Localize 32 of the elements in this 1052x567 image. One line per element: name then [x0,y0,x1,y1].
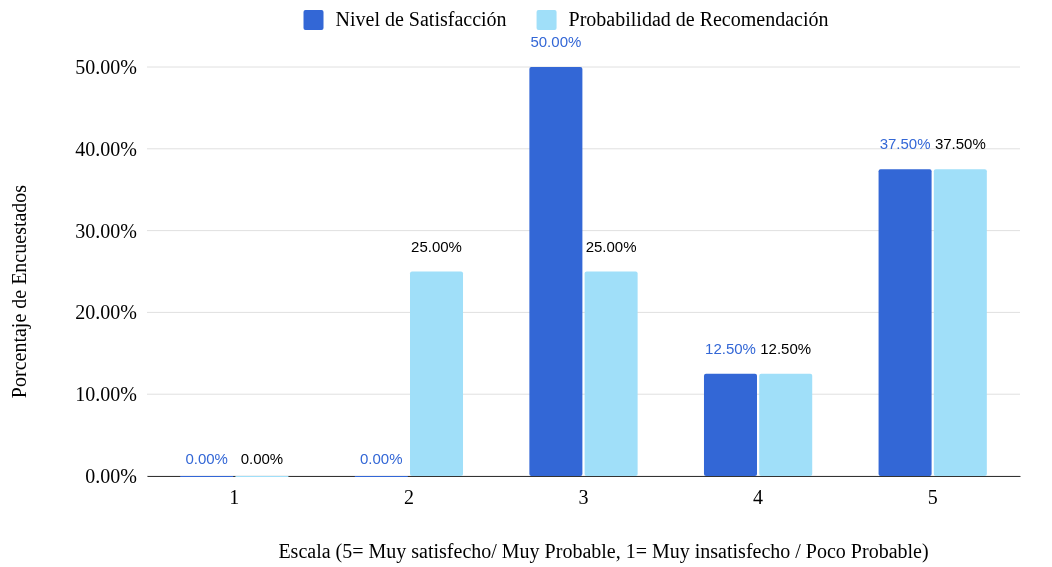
bar [878,169,932,476]
bar [529,67,583,476]
y-tick-label: 10.00% [75,383,137,406]
y-tick-label: 50.00% [75,55,137,78]
x-tick-label: 4 [753,486,764,509]
y-axis-title: Porcentaje de Encuestados [8,184,31,399]
bar [410,271,464,476]
data-label: 25.00% [411,237,462,255]
x-tick-label: 5 [927,486,938,509]
data-label: 50.00% [530,33,582,50]
data-label: 37.50% [879,135,931,153]
y-tick-label: 30.00% [75,219,137,242]
bar [933,169,987,476]
x-tick-label: 3 [578,486,589,509]
bar [759,373,813,476]
data-label: 12.50% [705,339,756,357]
data-label: 37.50% [934,135,986,153]
data-label: 25.00% [585,237,637,255]
y-tick-label: 0.00% [85,464,137,487]
bar [584,271,638,476]
x-tick-label: 1 [229,486,240,509]
bar [703,373,757,476]
data-label: 0.00% [360,450,403,467]
x-axis-title: Escala (5= Muy satisfecho/ Muy Probable, 1= Muy insatisfecho / Poco Probable) [278,540,929,563]
y-tick-label: 40.00% [75,137,137,160]
legend-label: Probabilidad de Recomendación [568,8,829,30]
data-label: 12.50% [760,339,812,357]
legend-label: Nivel de Satisfacción [335,8,507,30]
x-tick-label: 2 [403,486,414,509]
data-label: 0.00% [185,450,228,467]
y-tick-label: 20.00% [75,301,137,324]
data-label: 0.00% [240,450,284,467]
